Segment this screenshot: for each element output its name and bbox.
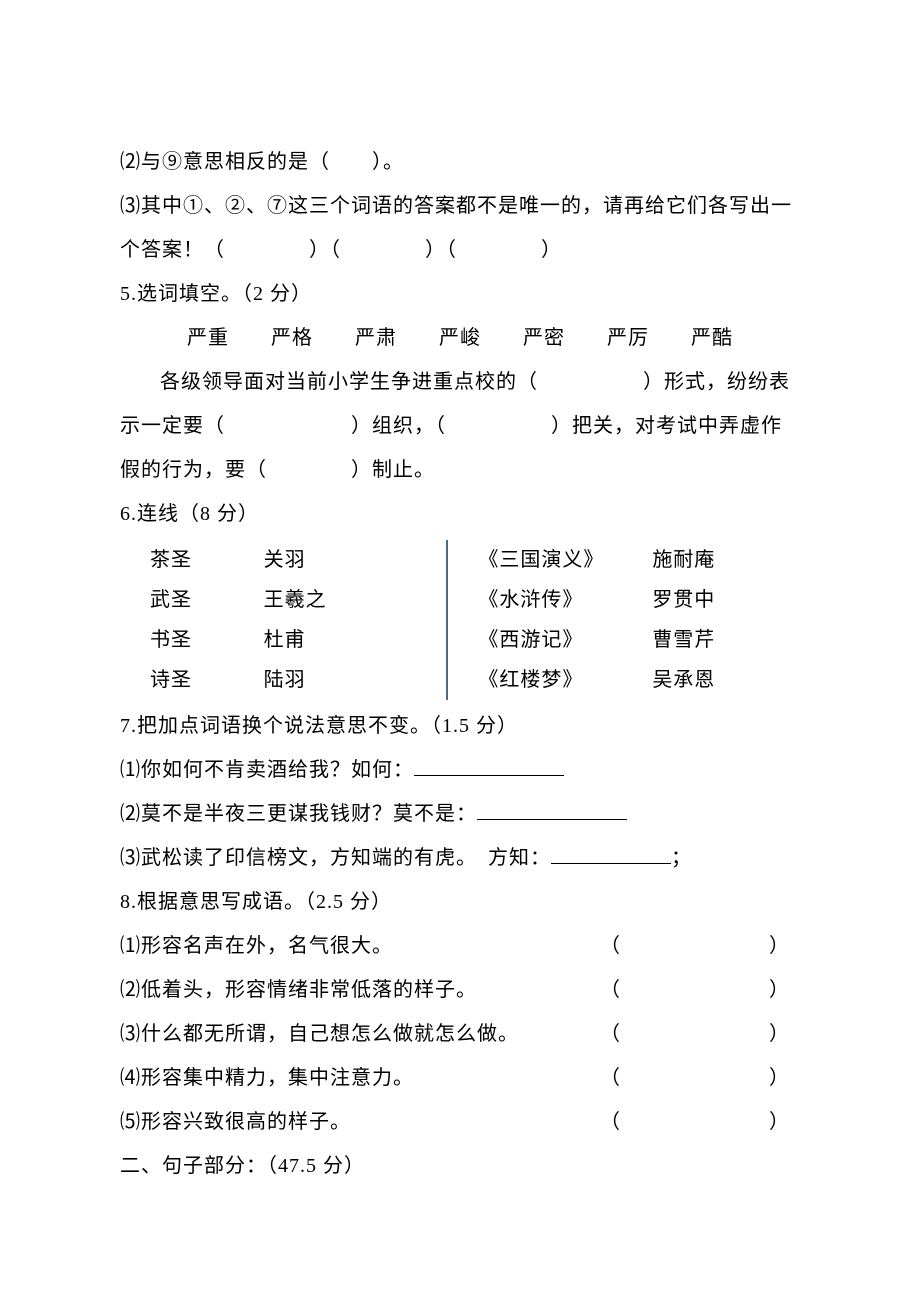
match-cell: 茶圣 — [120, 540, 264, 580]
match-row: 茶圣 关羽 — [120, 540, 446, 580]
q8-item-text: ⑶什么都无所谓，自己想怎么做就怎么做。 — [120, 1012, 600, 1056]
match-cell: 书圣 — [120, 620, 264, 660]
question-8-item: ⑴形容名声在外，名气很大。 （） — [120, 924, 800, 968]
question-8-item: ⑵低着头，形容情绪非常低落的样子。 （） — [120, 968, 800, 1012]
match-cell: 罗贯中 — [652, 580, 800, 620]
match-cell: 曹雪芹 — [652, 620, 800, 660]
question-7-item-2: ⑵莫不是半夜三更谋我钱财？莫不是： — [120, 792, 800, 836]
q8-item-text: ⑵低着头，形容情绪非常低落的样子。 — [120, 968, 600, 1012]
match-row: 《红楼梦》 吴承恩 — [448, 660, 800, 700]
answer-paren[interactable]: （） — [600, 924, 800, 968]
match-row: 诗圣 陆羽 — [120, 660, 446, 700]
q7-1-text: ⑴你如何不肯卖酒给我？如何： — [120, 759, 414, 781]
question-5-wordbank: 严重 严格 严肃 严峻 严密 严厉 严酷 — [120, 316, 800, 360]
match-row: 武圣 王羲之 — [120, 580, 446, 620]
match-cell: 吴承恩 — [652, 660, 800, 700]
section-2-heading: 二、句子部分：（47.5 分） — [120, 1144, 800, 1188]
match-cell: 《西游记》 — [448, 620, 652, 660]
q7-3-tail: ； — [671, 847, 692, 869]
question-8-title: 8.根据意思写成语。（2.5 分） — [120, 880, 800, 924]
answer-paren[interactable]: （） — [600, 1056, 800, 1100]
answer-blank[interactable] — [414, 752, 564, 776]
question-7-title: 7.把加点词语换个说法意思不变。（1.5 分） — [120, 704, 800, 748]
question-7-item-1: ⑴你如何不肯卖酒给我？如何： — [120, 748, 800, 792]
match-cell: 诗圣 — [120, 660, 264, 700]
match-row: 《西游记》 曹雪芹 — [448, 620, 800, 660]
question-2: ⑵与⑨意思相反的是（ ）。 — [120, 140, 800, 184]
matching-right-group: 《三国演义》 施耐庵 《水浒传》 罗贯中 《西游记》 曹雪芹 《红楼梦》 吴承恩 — [446, 540, 800, 700]
answer-blank[interactable] — [551, 840, 671, 864]
q8-item-text: ⑷形容集中精力，集中注意力。 — [120, 1056, 600, 1100]
match-cell: 《三国演义》 — [448, 540, 652, 580]
matching-table: 茶圣 关羽 武圣 王羲之 书圣 杜甫 诗圣 陆羽 《三国演义》 施耐庵 《水浒传… — [120, 540, 800, 700]
match-cell: 杜甫 — [264, 620, 447, 660]
match-row: 《三国演义》 施耐庵 — [448, 540, 800, 580]
question-8-item: ⑸形容兴致很高的样子。 （） — [120, 1100, 800, 1144]
question-5-title: 5.选词填空。（2 分） — [120, 272, 800, 316]
question-3: ⑶其中①、②、⑦这三个词语的答案都不是唯一的，请再给它们各写出一个答案！（ ）（… — [120, 184, 800, 272]
q8-item-text: ⑴形容名声在外，名气很大。 — [120, 924, 600, 968]
q8-item-text: ⑸形容兴致很高的样子。 — [120, 1100, 600, 1144]
answer-paren[interactable]: （） — [600, 1100, 800, 1144]
match-row: 书圣 杜甫 — [120, 620, 446, 660]
match-cell: 陆羽 — [264, 660, 447, 700]
question-8-item: ⑶什么都无所谓，自己想怎么做就怎么做。 （） — [120, 1012, 800, 1056]
match-cell: 施耐庵 — [652, 540, 800, 580]
q7-3-text: ⑶武松读了印信榜文，方知端的有虎。 方知： — [120, 847, 551, 869]
answer-paren[interactable]: （） — [600, 1012, 800, 1056]
match-cell: 《水浒传》 — [448, 580, 652, 620]
match-cell: 关羽 — [264, 540, 447, 580]
question-6-title: 6.连线（8 分） — [120, 492, 800, 536]
matching-left-group: 茶圣 关羽 武圣 王羲之 书圣 杜甫 诗圣 陆羽 — [120, 540, 446, 700]
match-cell: 王羲之 — [264, 580, 447, 620]
question-5-sentence: 各级领导面对当前小学生争进重点校的（ ）形式，纷纷表示一定要（ ）组织，（ ）把… — [120, 360, 800, 492]
question-8-item: ⑷形容集中精力，集中注意力。 （） — [120, 1056, 800, 1100]
answer-blank[interactable] — [477, 796, 627, 820]
match-row: 《水浒传》 罗贯中 — [448, 580, 800, 620]
match-cell: 《红楼梦》 — [448, 660, 652, 700]
q7-2-text: ⑵莫不是半夜三更谋我钱财？莫不是： — [120, 803, 477, 825]
answer-paren[interactable]: （） — [600, 968, 800, 1012]
match-cell: 武圣 — [120, 580, 264, 620]
question-7-item-3: ⑶武松读了印信榜文，方知端的有虎。 方知： ； — [120, 836, 800, 880]
